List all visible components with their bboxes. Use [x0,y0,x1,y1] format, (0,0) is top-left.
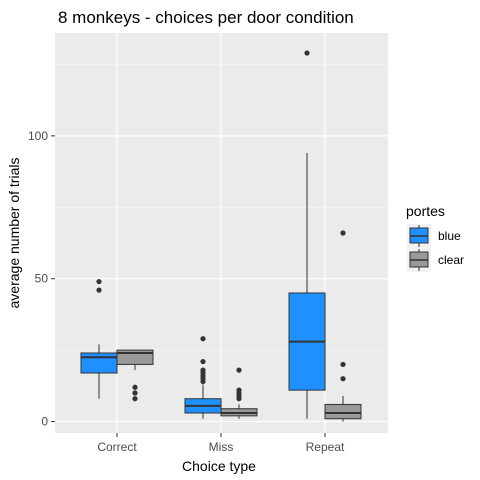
legend-label-blue: blue [438,229,461,243]
y-tick-label: 50 [35,272,49,286]
y-tick-label: 100 [28,129,48,143]
outlier-point [200,367,206,373]
outlier-point [236,367,242,373]
y-tick-label: 0 [41,415,48,429]
box-clear-miss [220,367,258,419]
box-body [80,352,118,374]
y-axis: 0 50 100 [28,129,55,429]
outlier-point [200,358,206,365]
y-axis-title: average number of trials [6,158,22,309]
box-clear-correct [116,349,154,402]
outlier-point [96,287,102,293]
x-tick-label: Repeat [306,440,345,454]
legend-title: portes [406,203,445,219]
outlier-point [340,230,346,236]
box-blue-miss [184,336,222,419]
box-plots [80,50,362,422]
legend: portes blue clear [406,203,464,272]
legend-label-clear: clear [438,253,464,267]
box-body [324,403,362,420]
outlier-point [132,390,138,396]
outlier-point [132,384,138,390]
outlier-point [236,387,242,393]
box-clear-repeat [324,230,362,422]
outlier-point [304,50,310,56]
box-blue-repeat [288,50,326,419]
outlier-point [340,361,346,368]
x-axis-title: Choice type [182,458,256,474]
chart-title: 8 monkeys - choices per door condition [58,8,354,27]
box-blue-correct [80,278,118,399]
outlier-point [96,278,102,285]
x-tick-label: Correct [97,440,137,454]
x-axis: Correct Miss Repeat [97,433,345,454]
x-tick-label: Miss [209,440,234,454]
outlier-point [340,376,346,382]
outlier-point [132,396,138,402]
outlier-point [200,336,206,342]
